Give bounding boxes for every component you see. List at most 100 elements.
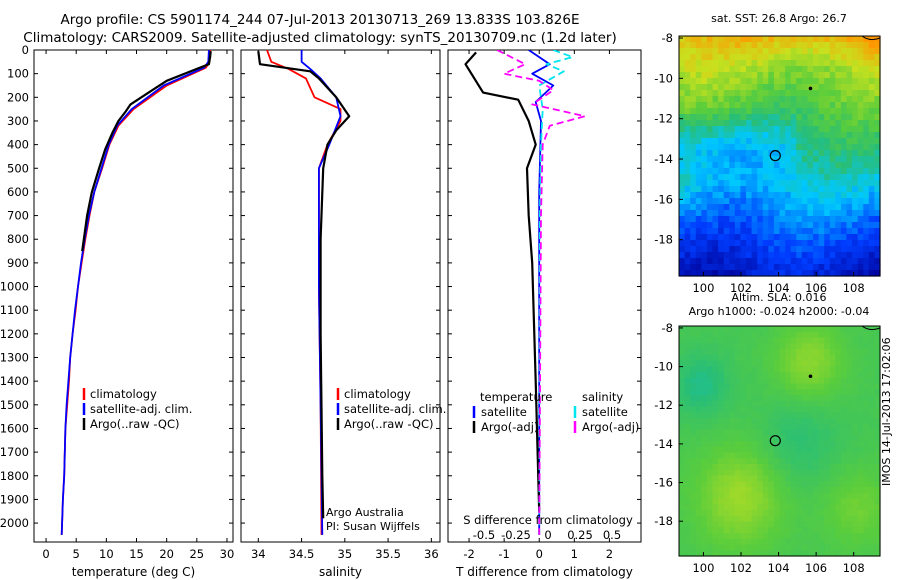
sla-map-cell <box>768 544 775 551</box>
sst-map-cell <box>824 108 831 115</box>
sla-map-cell <box>824 423 831 431</box>
sst-map-cell <box>773 162 781 169</box>
sst-map-cell <box>718 270 725 277</box>
sst-map-cell <box>829 204 836 211</box>
sla-map-cell <box>723 469 730 477</box>
sst-map-cell <box>701 150 708 157</box>
sst-map-cell <box>824 78 831 85</box>
sla-map-heatmap <box>679 326 881 557</box>
sla-map-cell <box>790 452 797 459</box>
sla-map-cell <box>679 423 686 431</box>
sla-map-cell <box>813 481 820 488</box>
sst-map-cell <box>829 216 836 223</box>
sla-map-cell <box>852 343 859 350</box>
sla-map-cell <box>746 383 753 390</box>
sla-map-cell <box>846 360 853 367</box>
sla-map-cell <box>723 349 730 356</box>
sst-map-cell <box>807 132 814 139</box>
sla-map-cell <box>762 475 769 482</box>
sla-map-cell <box>729 487 736 494</box>
sst-map-cell <box>679 72 686 79</box>
sla-map-cell <box>818 533 825 540</box>
sst-map-cell <box>701 162 708 169</box>
sla-map-cell <box>813 469 820 477</box>
sst-map-cell <box>734 162 741 169</box>
sla-map-cell <box>852 395 859 402</box>
sla-map-cell <box>863 389 870 396</box>
sla-map-cell <box>679 349 686 356</box>
sla-map-cell <box>857 389 864 396</box>
sla-map-cell <box>835 343 842 350</box>
sla-map-cell <box>818 372 825 379</box>
sst-map-cell <box>684 186 691 193</box>
sla-map-cell <box>773 366 781 373</box>
sla-map-cell <box>740 360 747 367</box>
sst-map-cell <box>813 150 820 157</box>
sla-map-cell <box>762 510 769 517</box>
sla-map-cell <box>751 458 758 465</box>
sla-map-cell <box>684 435 691 442</box>
sla-map-cell <box>785 527 792 534</box>
sst-map-cell <box>779 210 786 217</box>
sla-map-cell <box>824 383 831 390</box>
sla-map-cell <box>734 498 741 505</box>
sst-map-cell <box>734 264 741 271</box>
sla-map-cell <box>690 446 697 454</box>
sla-map-cell <box>746 395 753 402</box>
sla-map-cell <box>679 458 686 465</box>
sst-map-cell <box>751 240 758 247</box>
sla-map-cell <box>757 377 764 385</box>
sla-map-cell <box>840 533 848 540</box>
sst-map-cell <box>874 90 881 97</box>
sla-map-cell <box>785 423 792 431</box>
sst-map-cell <box>796 198 803 205</box>
sst-map-cell <box>863 96 870 103</box>
sla-map-cell <box>868 533 875 540</box>
sst-map-cell <box>874 54 881 61</box>
diff-xtick-label: 1 <box>571 547 578 561</box>
sla-map-cell <box>824 400 831 408</box>
sst-map-cell <box>706 120 714 127</box>
sst-map-cell <box>807 126 814 133</box>
sst-map-cell <box>773 180 781 187</box>
sst-map-cell <box>868 96 875 103</box>
sst-map-cell <box>712 90 719 97</box>
sla-map-cell <box>740 389 747 396</box>
sst-map-cell <box>840 240 848 247</box>
sla-map-cell <box>790 360 797 367</box>
sst-map-cell <box>829 84 836 91</box>
sla-map-cell <box>874 533 881 540</box>
sst-map-cell <box>773 150 781 157</box>
sla-map-cell <box>684 331 691 339</box>
sla-map-cell <box>679 510 686 517</box>
sst-map-cell <box>807 210 814 217</box>
depth-tick-label: 900 <box>7 256 29 270</box>
sst-map-cell <box>684 270 691 277</box>
sst-map-cell <box>723 150 730 157</box>
sst-map-cell <box>840 114 848 121</box>
sla-map-cell <box>712 550 719 557</box>
sla-map-cell <box>813 354 820 362</box>
sst-map-cell <box>857 90 864 97</box>
sst-map-cell <box>840 96 848 103</box>
sst-map-cell <box>740 108 747 115</box>
sla-map-cell <box>857 510 864 517</box>
sla-map-cell <box>807 343 814 350</box>
sla-map-cell <box>818 331 825 339</box>
sla-map-cell <box>746 366 753 373</box>
sst-map-cell <box>857 114 864 121</box>
sst-map-cell <box>701 258 708 265</box>
sla-map-cell <box>679 487 686 494</box>
sla-map-cell <box>718 533 725 540</box>
sla-map-cell <box>801 331 808 339</box>
sst-map-cell <box>690 210 697 217</box>
sla-map-cell <box>818 326 825 333</box>
sst-map-cell <box>740 114 747 121</box>
sla-map-cell <box>807 533 814 540</box>
sla-map-cell <box>701 412 708 419</box>
sla-map-cell <box>807 423 814 431</box>
temp-xtick-label: 25 <box>189 547 204 561</box>
sst-map-cell <box>790 192 797 199</box>
sla-map-cell <box>796 550 803 557</box>
sla-map-cell <box>801 366 808 373</box>
